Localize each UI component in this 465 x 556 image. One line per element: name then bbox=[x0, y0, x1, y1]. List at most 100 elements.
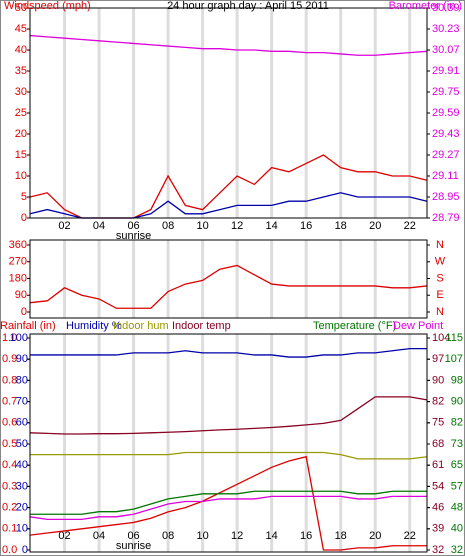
y-tick-label: 60 bbox=[16, 417, 28, 429]
y-tick-label: 90 bbox=[432, 374, 444, 386]
y-tick-label: 0.4 bbox=[2, 459, 17, 471]
series-line bbox=[30, 347, 427, 358]
y-tick-label: 30 bbox=[16, 480, 28, 492]
x-tick-label: 10 bbox=[196, 220, 208, 232]
plot-frame bbox=[29, 333, 428, 553]
y-tick-label: 1.0 bbox=[2, 332, 17, 344]
y-tick-label: 20 bbox=[15, 128, 27, 140]
y-tick-label: 0.2 bbox=[2, 502, 17, 514]
legend-label: Indoor hum bbox=[113, 320, 169, 332]
y-tick-label: 35 bbox=[15, 65, 27, 77]
y-tick-label: 104 bbox=[432, 332, 450, 344]
x-tick-label: 16 bbox=[300, 220, 312, 232]
series-line bbox=[30, 490, 427, 515]
y-tick-label: 0.0 bbox=[2, 544, 17, 556]
y-tick-label: 54 bbox=[432, 480, 444, 492]
series-line bbox=[29, 455, 427, 551]
y-tick-label: E bbox=[436, 289, 443, 301]
y-tick-label: 32 bbox=[432, 544, 444, 556]
x-tick-label: 08 bbox=[162, 530, 174, 542]
y-tick-label: 98 bbox=[451, 374, 463, 386]
y2-axis-label: Barometer (in.) bbox=[389, 0, 462, 12]
y-tick-label: 5 bbox=[21, 191, 27, 203]
x-tick-label: 18 bbox=[335, 220, 347, 232]
y-tick-label: 0.5 bbox=[2, 438, 17, 450]
y-tick-label: 360 bbox=[9, 239, 27, 251]
y-tick-label: 29.43 bbox=[432, 128, 460, 140]
y-tick-label: 29.11 bbox=[432, 170, 459, 182]
x-tick-label: 04 bbox=[93, 530, 105, 542]
y-tick-label: 30 bbox=[15, 86, 27, 98]
legend-label: Dew Point bbox=[393, 320, 443, 332]
y-tick-label: 20 bbox=[16, 502, 28, 514]
plot-area bbox=[30, 8, 427, 218]
y-axis-label: Windspeed (mph) bbox=[4, 0, 91, 12]
x-tick-label: 02 bbox=[58, 220, 70, 232]
y-tick-label: 28.95 bbox=[432, 191, 460, 203]
x-tick-label: 16 bbox=[300, 530, 312, 542]
x-tick-label: 12 bbox=[231, 220, 243, 232]
y-tick-label: 46 bbox=[432, 502, 444, 514]
y-tick-label: 68 bbox=[432, 438, 444, 450]
y-tick-label: 50 bbox=[16, 438, 28, 450]
y-tick-label: 50 bbox=[15, 2, 27, 14]
y-tick-label: 0 bbox=[21, 306, 27, 318]
x-tick-label: 18 bbox=[335, 530, 347, 542]
y-tick-label: 107 bbox=[445, 353, 463, 365]
y-tick-label: 40 bbox=[451, 523, 463, 535]
y-tick-label: 0.3 bbox=[2, 480, 17, 492]
y-tick-label: 90 bbox=[16, 353, 28, 365]
legend-label: Temperature (°F) bbox=[313, 320, 396, 332]
x-tick-label: 20 bbox=[369, 530, 381, 542]
y-tick-label: 30.39 bbox=[432, 2, 460, 14]
plot-frame bbox=[29, 239, 428, 319]
y-tick-label: 45 bbox=[15, 23, 27, 35]
y-tick-label: N bbox=[436, 306, 444, 318]
y-tick-label: 82 bbox=[451, 417, 463, 429]
annotation: sunrise bbox=[116, 540, 151, 552]
y-tick-label: 29.59 bbox=[432, 107, 460, 119]
y-tick-label: 25 bbox=[15, 107, 27, 119]
plot-frame bbox=[29, 7, 428, 219]
x-tick-label: 06 bbox=[127, 220, 139, 232]
y-tick-label: 270 bbox=[9, 256, 27, 268]
y-tick-label: 40 bbox=[15, 44, 27, 56]
legend-label: Humidity % bbox=[66, 320, 122, 332]
y-tick-label: 0 bbox=[22, 544, 28, 556]
y-tick-label: 29.91 bbox=[432, 65, 460, 77]
y-tick-label: 82 bbox=[432, 396, 444, 408]
y-tick-label: 65 bbox=[451, 459, 463, 471]
y-tick-label: 40 bbox=[16, 459, 28, 471]
legend-label: Indoor temp bbox=[172, 320, 231, 332]
y-tick-label: 29.75 bbox=[432, 86, 460, 98]
y-tick-label: 0.1 bbox=[2, 523, 17, 535]
y-tick-label: S bbox=[436, 272, 443, 284]
y-tick-label: 97 bbox=[432, 353, 444, 365]
y-tick-label: 80 bbox=[16, 374, 28, 386]
x-tick-label: 02 bbox=[58, 530, 70, 542]
y-tick-label: 39 bbox=[432, 523, 444, 535]
y-tick-label: 73 bbox=[451, 438, 463, 450]
y-tick-label: 61 bbox=[432, 459, 444, 471]
series-line bbox=[29, 396, 428, 435]
x-tick-label: 20 bbox=[369, 220, 381, 232]
plot-area bbox=[30, 240, 427, 318]
y-tick-label: 0.6 bbox=[2, 417, 17, 429]
y-tick-label: 32 bbox=[451, 544, 463, 556]
series-line bbox=[30, 451, 428, 460]
y-tick-label: 100 bbox=[10, 332, 28, 344]
annotation: sunrise bbox=[116, 230, 151, 242]
x-tick-label: 14 bbox=[266, 220, 278, 232]
y-tick-label: 115 bbox=[445, 332, 463, 344]
x-tick-label: 22 bbox=[404, 220, 416, 232]
series-line bbox=[29, 34, 428, 56]
y-tick-label: 15 bbox=[15, 149, 27, 161]
y-tick-label: 10 bbox=[16, 523, 28, 535]
y-tick-label: 10 bbox=[15, 170, 27, 182]
x-tick-label: 10 bbox=[196, 530, 208, 542]
y-tick-label: 0 bbox=[21, 212, 27, 224]
y-tick-label: 0.7 bbox=[2, 396, 17, 408]
legend-label: Rainfall (in) bbox=[0, 320, 56, 332]
y-tick-label: 30.07 bbox=[432, 44, 460, 56]
